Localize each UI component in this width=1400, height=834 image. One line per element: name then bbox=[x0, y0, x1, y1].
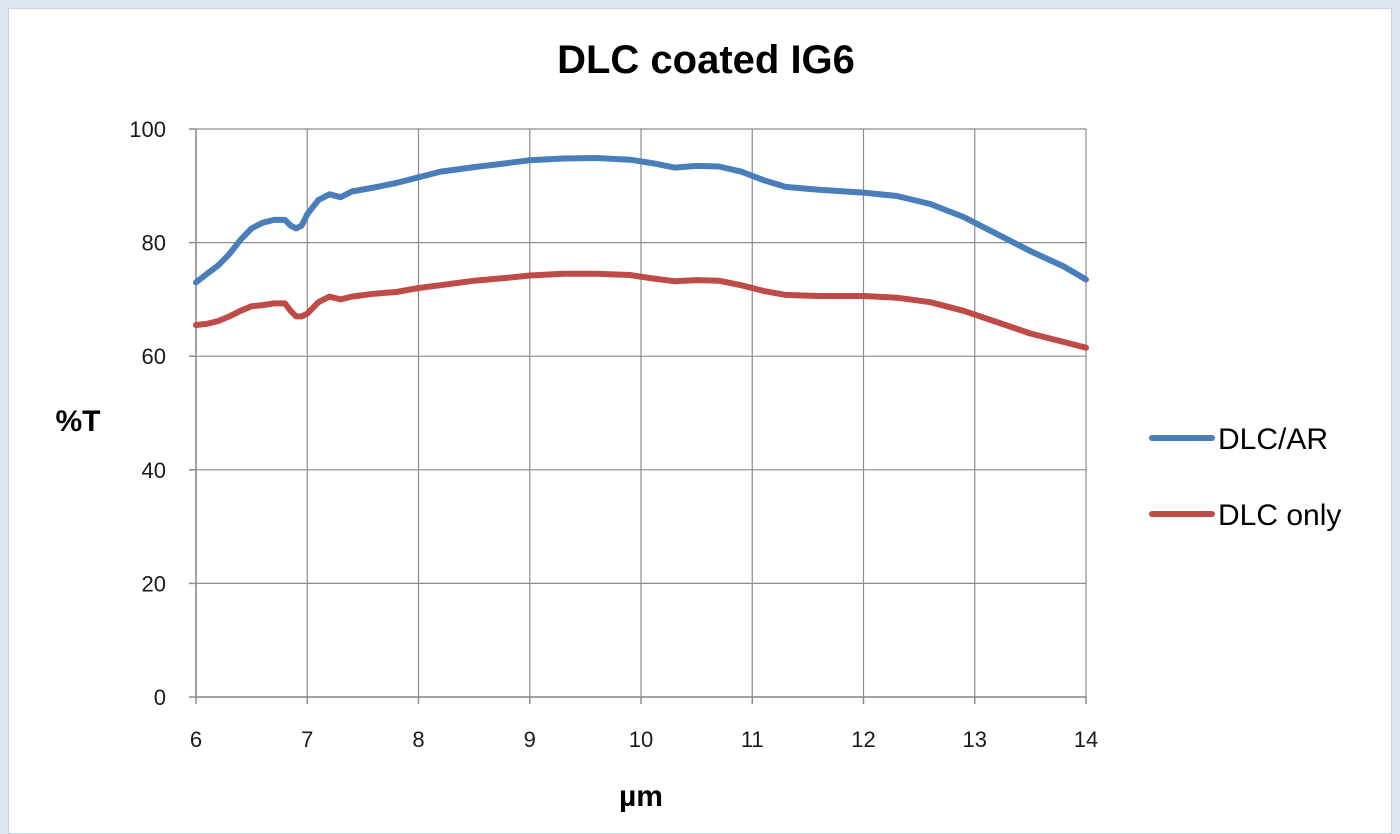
x-tick-label: 11 bbox=[741, 727, 764, 752]
legend: DLC/AR DLC only bbox=[1149, 423, 1341, 532]
y-tick-label: 40 bbox=[142, 458, 166, 483]
y-tick-label: 80 bbox=[142, 231, 166, 256]
x-tick-label: 9 bbox=[524, 727, 536, 752]
series-line-dlc-only bbox=[193, 270, 1089, 351]
x-tick-label: 12 bbox=[851, 727, 875, 752]
x-tick-label: 7 bbox=[301, 727, 313, 752]
y-tick-label: 100 bbox=[129, 117, 166, 142]
y-axis-title: %T bbox=[56, 405, 101, 438]
x-tick-label: 13 bbox=[963, 727, 987, 752]
legend-label: DLC/AR bbox=[1218, 423, 1328, 456]
x-tick-label: 10 bbox=[629, 727, 653, 752]
y-tick-label: 0 bbox=[154, 685, 166, 710]
x-axis-title: µm bbox=[619, 780, 663, 813]
y-tick-label: 20 bbox=[142, 571, 166, 596]
x-tick-label: 6 bbox=[190, 727, 202, 752]
series-line-dlc-ar bbox=[193, 155, 1089, 286]
x-tick-label: 8 bbox=[412, 727, 424, 752]
tick-labels: 0 20 40 60 80 100 6 7 8 9 10 11 12 13 14 bbox=[129, 117, 1098, 752]
series-lines bbox=[193, 155, 1089, 351]
x-tick-label: 14 bbox=[1074, 727, 1098, 752]
legend-label: DLC only bbox=[1218, 499, 1341, 532]
y-tick-label: 60 bbox=[142, 344, 166, 369]
chart-title: DLC coated IG6 bbox=[557, 38, 855, 82]
axes bbox=[189, 128, 1087, 704]
